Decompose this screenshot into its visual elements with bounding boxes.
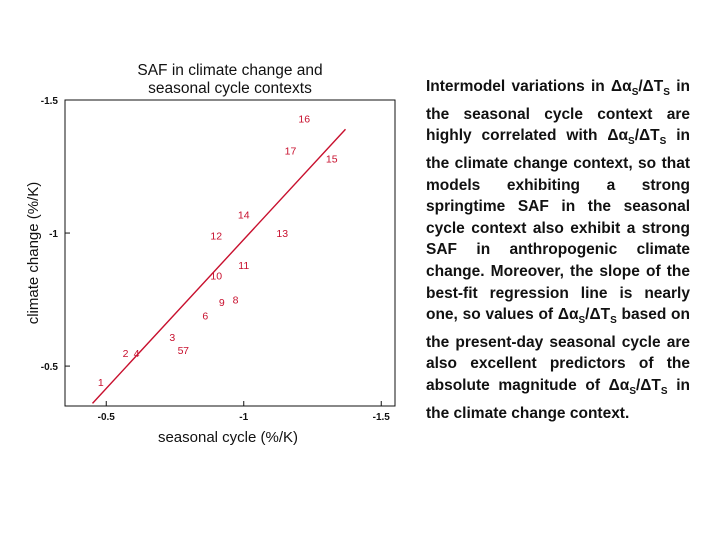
subscript-s: S [578,315,586,327]
data-point-label: 10 [210,271,222,283]
chart-title-line-1: SAF in climate change and [137,62,323,79]
chart-title-line-2: seasonal cycle contexts [148,80,312,97]
data-point-label: 2 [123,348,129,360]
data-point-label: 8 [233,295,239,307]
x-tick-label: -1 [239,412,248,423]
subscript-s: S [663,87,670,99]
y-tick-label: -1 [49,229,58,240]
regression-line [91,128,347,404]
y-tick-label: -0.5 [41,362,59,373]
data-point-label: 11 [238,260,249,272]
chart-title: SAF in climate change and seasonal cycle… [95,62,365,98]
x-tick-label: -0.5 [98,412,116,423]
data-point-label: 1 [98,377,104,389]
y-tick-label: -1.5 [41,96,59,107]
y-axis-ticks: -1.5 -1 -0.5 [41,96,70,373]
data-point-label: 9 [219,297,225,309]
data-point-label: 17 [285,146,297,158]
subscript-s: S [660,386,668,398]
data-point-label: 3 [169,332,175,344]
data-point-label: 14 [238,209,250,221]
data-point-label: 16 [298,114,310,126]
plot-frame [64,99,396,407]
y-axis-label: climate change (%/K) [25,182,42,325]
x-axis-ticks: -0.5 -1 -1.5 [98,401,391,423]
x-axis-label: seasonal cycle (%/K) [158,429,298,446]
data-point-label: 15 [326,154,338,166]
subscript-s: S [628,136,635,148]
data-point-label: 5 [178,345,184,357]
subscript-s: S [631,87,639,99]
data-point-label: 4 [134,348,140,360]
data-point-label: 6 [202,311,208,323]
subscript-s: S [659,136,667,148]
subscript-s: S [629,386,636,398]
data-point-label: 13 [276,228,288,240]
description-text: Intermodel variations in ΔαS/ΔTS in the … [426,78,690,422]
data-point-label: 12 [210,231,222,243]
data-point-label: 7 [183,345,189,357]
x-tick-label: -1.5 [373,412,391,423]
subscript-s: S [610,315,617,327]
